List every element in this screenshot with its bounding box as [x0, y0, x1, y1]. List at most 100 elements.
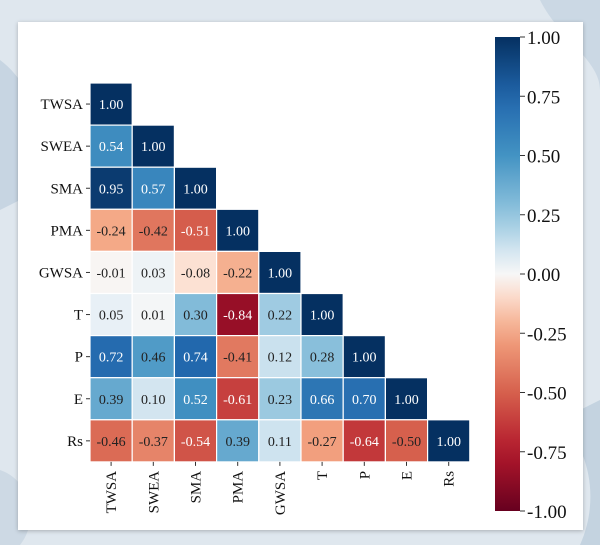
cell-value-label: 0.39 [225, 435, 250, 450]
cell-value-label: -0.01 [97, 266, 126, 281]
column-label-E: E [400, 471, 416, 480]
column-label-SMA: SMA [189, 471, 205, 504]
cell-value-label: 1.00 [436, 435, 461, 450]
heatmap-cell-Rs-TWSA [89, 419, 133, 463]
cell-value-label: 1.00 [183, 182, 208, 197]
colorbar-tick-label: -0.50 [527, 384, 567, 405]
heatmap-cell-P-PMA [216, 335, 260, 379]
cell-value-label: -0.22 [223, 266, 252, 281]
cell-value-label: 0.74 [183, 351, 208, 366]
cell-value-label: -0.08 [181, 266, 210, 281]
row-label-P: P [75, 350, 83, 366]
cell-value-label: 0.52 [183, 393, 208, 408]
cell-value-label: 1.00 [310, 309, 335, 324]
cell-value-label: 0.39 [99, 393, 124, 408]
column-label-GWSA: GWSA [273, 471, 289, 515]
row-label-PMA: PMA [50, 223, 83, 239]
heatmap-cell-GWSA-PMA [216, 250, 260, 295]
cell-value-label: 0.46 [141, 351, 166, 366]
cell-value-label: 0.01 [141, 309, 166, 324]
row-label-TWSA: TWSA [41, 97, 84, 113]
cell-value-label: 1.00 [225, 224, 250, 239]
cell-value-label: -0.50 [392, 435, 421, 450]
heatmap-cell-E-GWSA [258, 377, 302, 421]
colorbar-tick-label: 0.00 [527, 265, 560, 286]
cell-value-label: -0.61 [223, 393, 252, 408]
heatmap-cell-E-E [384, 377, 429, 421]
cell-value-label: -0.54 [181, 435, 210, 450]
cell-value-label: 1.00 [99, 98, 124, 113]
colorbar-tick-label: 1.00 [527, 28, 560, 49]
cell-value-label: -0.46 [97, 435, 126, 450]
cell-value-label: 0.54 [99, 140, 124, 155]
heatmap-cell-P-T [300, 335, 344, 379]
row-label-GWSA: GWSA [39, 265, 83, 281]
heatmap-cell-E-P [342, 377, 387, 421]
cell-value-label: 1.00 [394, 393, 419, 408]
cell-value-label: 0.70 [352, 393, 377, 408]
cell-value-label: 0.30 [183, 309, 208, 324]
cell-value-label: 1.00 [268, 266, 293, 281]
cell-value-label: -0.24 [97, 224, 126, 239]
cell-value-label: 1.00 [352, 351, 377, 366]
column-label-SWEA: SWEA [146, 471, 162, 514]
column-label-TWSA: TWSA [104, 471, 120, 514]
heatmap-cell-TWSA-TWSA [89, 82, 133, 126]
heatmap-cell-E-T [300, 377, 344, 421]
row-label-T: T [74, 308, 83, 324]
row-label-E: E [74, 392, 83, 408]
colorbar: 1.00 0.75 0.50 0.25 0.00 -0.25 -0.50 -0.75 -1.00 [495, 28, 567, 523]
heatmap-cell-PMA-PMA [216, 208, 260, 253]
cell-value-label: 0.22 [268, 309, 293, 324]
cell-value-label: -0.41 [223, 351, 252, 366]
column-label-P: P [357, 471, 373, 479]
row-label-SMA: SMA [50, 181, 83, 197]
colorbar-tick-label: -0.25 [527, 324, 567, 345]
cell-value-label: 0.95 [99, 182, 124, 197]
chart-card: 1.00 0.54 1.00 0.95 0.57 1.00 -0.24 -0.42 -0.51 1… [18, 22, 583, 530]
column-label-Rs: Rs [442, 471, 458, 487]
row-label-SWEA: SWEA [41, 139, 84, 155]
colorbar-tick-label: 0.50 [527, 147, 560, 168]
cell-value-label: 0.72 [99, 351, 124, 366]
colorbar-tick-label: -0.75 [527, 443, 567, 464]
column-label-T: T [315, 471, 331, 480]
cell-value-label: -0.51 [181, 224, 210, 239]
cell-value-label: 0.03 [141, 266, 166, 281]
cell-value-label: 0.66 [310, 393, 335, 408]
heatmap-cell-P-SWEA [131, 335, 175, 379]
cell-value-label: 0.10 [141, 393, 166, 408]
correlation-heatmap: 1.00 0.54 1.00 0.95 0.57 1.00 -0.24 -0.42 -0.51 1… [39, 28, 567, 523]
cell-value-label: 0.23 [268, 393, 293, 408]
heatmap-cell-T-SMA [173, 292, 218, 337]
colorbar-tick-label: 0.75 [527, 87, 560, 108]
heatmap-cell-T-SWEA [131, 292, 175, 337]
column-labels: TWSA SWEA SMA PMA GWSA T P E Rs [104, 461, 458, 515]
cell-value-label: 0.12 [268, 351, 293, 366]
heatmap-cell-P-GWSA [258, 335, 302, 379]
row-label-Rs: Rs [67, 434, 83, 450]
heatmap-cells: 1.00 0.54 1.00 0.95 0.57 1.00 -0.24 -0.42 -0.51 1… [89, 82, 471, 463]
cell-value-label: 0.57 [141, 182, 166, 197]
cell-value-label: -0.84 [223, 309, 252, 324]
cell-value-label: -0.37 [139, 435, 168, 450]
heatmap-cell-GWSA-GWSA [258, 250, 302, 295]
cell-value-label: 1.00 [141, 140, 166, 155]
heatmap-cell-T-TWSA [89, 292, 133, 337]
heatmap-cell-GWSA-SWEA [131, 250, 175, 295]
heatmap-cell-P-P [342, 335, 387, 379]
cell-value-label: -0.27 [308, 435, 337, 450]
heatmap-cell-T-PMA [216, 292, 260, 337]
colorbar-gradient [495, 37, 520, 511]
cell-value-label: 0.11 [268, 435, 292, 450]
cell-value-label: 0.28 [310, 351, 335, 366]
heatmap-cell-P-TWSA [89, 335, 133, 379]
cell-value-label: -0.42 [139, 224, 168, 239]
cell-value-label: -0.64 [350, 435, 379, 450]
heatmap-cell-PMA-SWEA [131, 208, 175, 253]
heatmap-cell-E-SMA [173, 377, 218, 421]
column-label-PMA: PMA [231, 471, 247, 504]
row-labels: TWSA SWEA SMA PMA GWSA T P E Rs [39, 97, 90, 450]
cell-value-label: 0.05 [99, 309, 124, 324]
colorbar-tick-label: -1.00 [527, 502, 567, 523]
